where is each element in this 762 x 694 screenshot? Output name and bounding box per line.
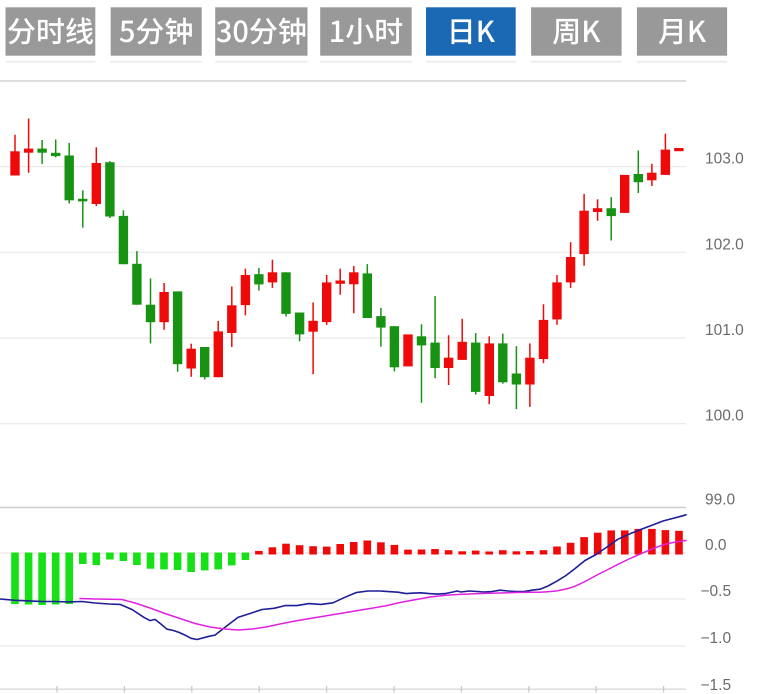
svg-text:101.0: 101.0: [705, 322, 744, 339]
svg-text:−1.0: −1.0: [701, 630, 732, 647]
svg-text:−0.5: −0.5: [701, 583, 732, 600]
svg-text:−1.5: −1.5: [701, 677, 732, 694]
svg-text:100.0: 100.0: [705, 408, 744, 425]
svg-text:103.0: 103.0: [705, 151, 744, 168]
svg-text:99.0: 99.0: [705, 492, 736, 509]
svg-text:0.0: 0.0: [705, 537, 727, 554]
svg-text:102.0: 102.0: [705, 236, 744, 253]
